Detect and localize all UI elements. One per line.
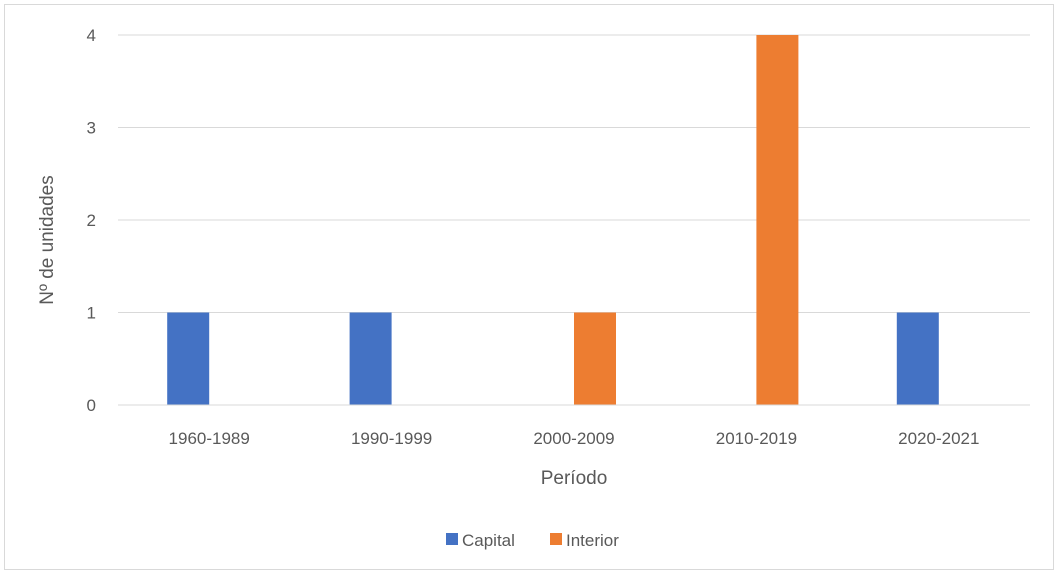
x-tick-label: 2010-2019 [716, 429, 797, 448]
y-tick-label: 3 [87, 119, 96, 138]
bar-capital-2020-2021 [896, 312, 939, 405]
x-axis-ticks: 1960-1989 1990-1999 2000-2009 2010-2019 2020… [169, 429, 980, 448]
legend-label-capital: Capital [462, 531, 515, 550]
y-axis-ticks: 0 1 2 3 4 [87, 26, 96, 415]
y-tick-label: 1 [87, 304, 96, 323]
bars [167, 35, 939, 405]
x-tick-label: 2020-2021 [898, 429, 979, 448]
x-tick-label: 1990-1999 [351, 429, 432, 448]
y-tick-label: 0 [87, 396, 96, 415]
y-tick-label: 2 [87, 211, 96, 230]
bar-interior-2000-2009 [574, 312, 616, 405]
y-axis-title: Nº de unidades [37, 175, 58, 304]
bar-capital-1960-1989 [167, 312, 210, 405]
legend: Capital Interior [446, 531, 619, 550]
gridlines [118, 34, 1030, 313]
chart-frame [4, 4, 1054, 570]
legend-label-interior: Interior [566, 531, 619, 550]
y-tick-label: 4 [87, 26, 96, 45]
legend-swatch-interior [550, 533, 562, 545]
x-tick-label: 1960-1989 [169, 429, 250, 448]
bar-capital-1990-1999 [349, 312, 392, 405]
bar-interior-2010-2019 [756, 35, 799, 405]
x-tick-label: 2000-2009 [533, 429, 614, 448]
legend-swatch-capital [446, 533, 458, 545]
x-axis-title: Período [541, 468, 608, 489]
